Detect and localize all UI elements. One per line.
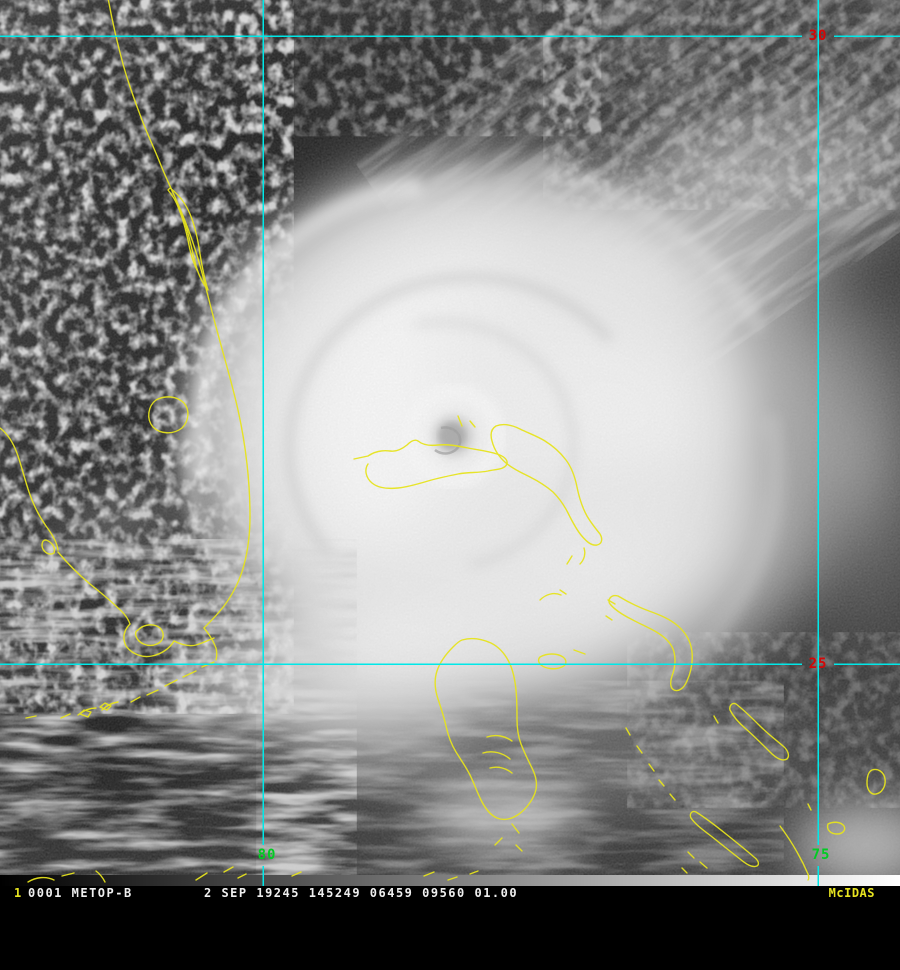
- frame-number: 1: [14, 886, 23, 900]
- satellite-image-viewport[interactable]: [0, 0, 900, 886]
- grayscale-wedge: [0, 875, 900, 886]
- image-datetime: 2 SEP 19245 145249 06459 09560 01.00: [204, 886, 519, 900]
- mcidas-brand: McIDAS: [828, 886, 875, 900]
- longitude-label-75: 75: [811, 847, 831, 863]
- status-bar: 1 0001 METOP-B 2 SEP 19245 145249 06459 …: [0, 886, 900, 900]
- mcidas-window: 30 25 80 75 1 0001 METOP-B 2 SEP 19245 1…: [0, 0, 900, 900]
- dataset-label: 0001 METOP-B: [28, 886, 133, 900]
- grid-overlay: [0, 0, 900, 886]
- latitude-label-25: 25: [808, 656, 828, 672]
- longitude-label-80: 80: [257, 847, 277, 863]
- coastline-overlay: [0, 0, 886, 883]
- latitude-label-30: 30: [808, 28, 828, 44]
- cloud-imagery: [0, 0, 900, 875]
